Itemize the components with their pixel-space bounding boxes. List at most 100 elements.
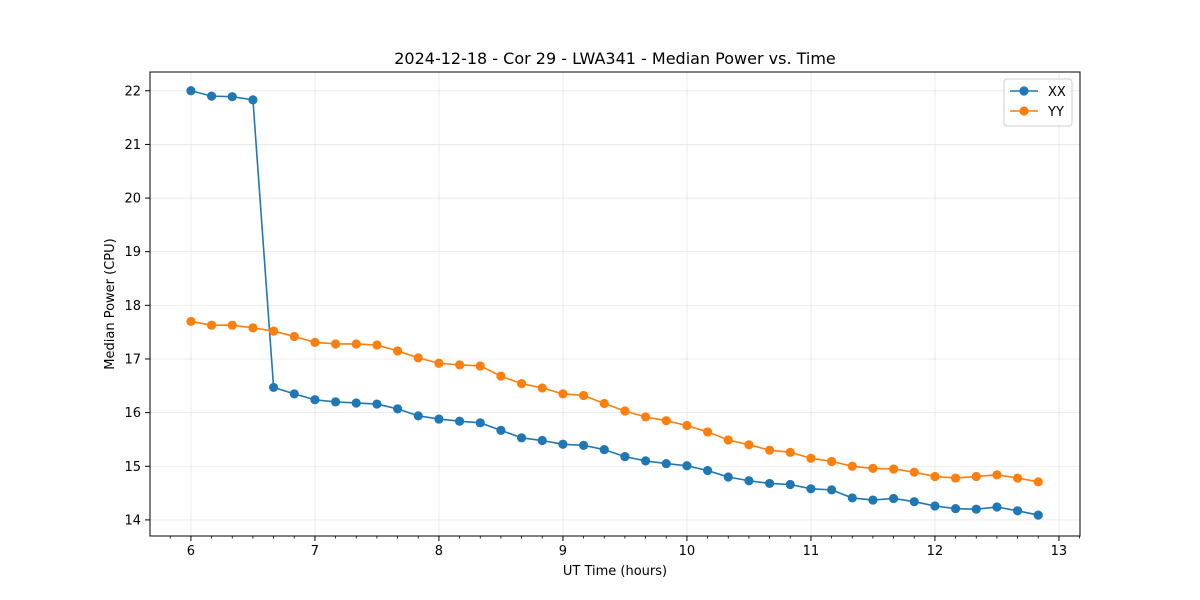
x-tick-label: 10: [679, 544, 696, 559]
data-point-xx: [372, 399, 382, 409]
legend: XX YY: [1003, 78, 1073, 127]
data-point-yy: [620, 406, 630, 416]
x-tick-label: 7: [311, 544, 319, 559]
y-axis-label: Median Power (CPU): [103, 238, 118, 369]
data-point-yy: [764, 445, 775, 455]
data-point-yy: [930, 471, 940, 482]
data-point-yy: [310, 337, 320, 347]
y-tick-label: 22: [124, 84, 141, 99]
data-point-xx: [310, 395, 320, 405]
data-point-xx: [206, 91, 217, 101]
axis-ticks: 6 7 8 9 10 11 12 13 14 15 16 17 18 19 20 21 22: [124, 84, 1080, 559]
data-point-xx: [723, 472, 733, 482]
data-point-xx: [392, 404, 403, 414]
data-point-yy: [599, 398, 609, 409]
data-point-yy: [227, 320, 237, 330]
data-point-yy: [475, 361, 485, 371]
data-point-yy: [744, 440, 754, 450]
data-point-yy: [516, 379, 527, 389]
data-point-xx: [186, 86, 196, 96]
y-tick-label: 19: [124, 245, 141, 260]
data-point-xx: [248, 95, 258, 105]
y-tick-label: 14: [124, 513, 141, 528]
data-point-yy: [351, 339, 361, 349]
data-point-yy: [847, 461, 857, 471]
data-point-xx: [620, 452, 630, 462]
data-point-yy: [496, 371, 506, 381]
data-point-xx: [702, 465, 713, 476]
series-yy: [186, 316, 1043, 487]
data-point-yy: [971, 471, 981, 482]
data-point-yy: [413, 353, 423, 363]
data-point-xx: [1012, 506, 1023, 516]
data-point-yy: [826, 456, 837, 467]
data-point-xx: [661, 458, 671, 469]
data-point-xx: [413, 411, 423, 421]
data-point-yy: [268, 326, 279, 336]
data-point-xx: [330, 397, 341, 407]
data-point-xx: [806, 484, 816, 494]
x-tick-label: 8: [435, 544, 443, 559]
legend-swatch-marker: [1019, 86, 1029, 96]
data-point-xx: [930, 501, 940, 511]
plot-series: [186, 86, 1043, 520]
y-tick-label: 20: [124, 192, 141, 207]
data-point-yy: [248, 323, 258, 333]
legend-label: YY: [1047, 105, 1064, 120]
data-point-yy: [392, 346, 403, 356]
data-point-yy: [289, 331, 299, 342]
data-point-xx: [826, 485, 837, 495]
y-tick-label: 16: [124, 406, 141, 421]
data-point-xx: [475, 418, 485, 428]
data-point-yy: [950, 473, 961, 483]
data-point-xx: [578, 440, 589, 450]
data-point-yy: [537, 383, 547, 393]
legend-item-yy: YY: [1010, 105, 1064, 120]
data-point-xx: [909, 497, 919, 507]
data-point-xx: [454, 416, 465, 426]
data-point-xx: [971, 504, 981, 514]
data-point-yy: [372, 340, 382, 350]
data-point-yy: [682, 420, 692, 431]
data-point-xx: [888, 493, 899, 504]
data-point-xx: [868, 495, 878, 505]
data-point-yy: [578, 390, 589, 401]
data-point-yy: [558, 389, 568, 399]
data-point-yy: [186, 316, 196, 327]
data-point-yy: [434, 358, 444, 368]
x-tick-label: 9: [559, 544, 567, 559]
data-point-xx: [1033, 510, 1043, 520]
data-point-xx: [558, 439, 568, 449]
plot-frame: [149, 71, 1081, 537]
data-point-xx: [847, 493, 857, 503]
data-point-yy: [723, 435, 733, 445]
y-tick-label: 18: [124, 299, 141, 314]
data-point-yy: [806, 453, 816, 463]
data-point-xx: [516, 433, 527, 443]
data-point-yy: [330, 339, 341, 349]
data-point-xx: [496, 425, 506, 435]
data-point-xx: [682, 461, 692, 471]
data-point-xx: [599, 445, 609, 455]
data-point-xx: [434, 414, 444, 424]
data-point-yy: [206, 320, 217, 330]
x-tick-label: 11: [803, 544, 820, 559]
data-point-xx: [764, 478, 775, 489]
chart-title: 2024-12-18 - Cor 29 - LWA341 - Median Po…: [394, 49, 836, 68]
x-tick-label: 12: [927, 544, 944, 559]
legend-label: XX: [1048, 85, 1066, 100]
data-point-yy: [454, 360, 465, 370]
data-point-xx: [785, 479, 795, 490]
data-point-xx: [351, 398, 361, 408]
data-point-xx: [992, 502, 1002, 512]
y-tick-label: 21: [124, 138, 141, 153]
data-point-yy: [909, 467, 919, 477]
data-point-xx: [950, 504, 961, 514]
x-axis-label: UT Time (hours): [563, 564, 667, 579]
data-point-yy: [1012, 473, 1023, 483]
data-point-yy: [640, 412, 651, 422]
grid-lines: [150, 72, 1080, 536]
data-point-yy: [661, 416, 671, 426]
